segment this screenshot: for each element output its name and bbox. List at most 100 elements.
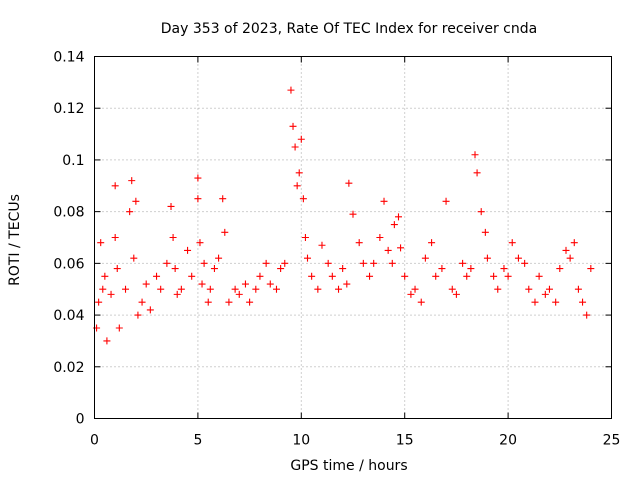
data-point: [281, 259, 289, 267]
data-point: [115, 324, 123, 332]
data-point: [221, 228, 229, 236]
data-point: [490, 272, 498, 280]
data-point: [231, 285, 239, 293]
data-point: [355, 239, 363, 247]
data-point: [219, 195, 227, 203]
data-point: [99, 285, 107, 293]
data-point: [196, 239, 204, 247]
data-point: [438, 265, 446, 273]
data-point: [541, 290, 549, 298]
data-point: [417, 298, 425, 306]
data-point: [514, 254, 522, 262]
data-points: [93, 86, 595, 345]
data-point: [349, 210, 357, 218]
data-point: [583, 311, 591, 319]
data-point: [122, 285, 130, 293]
data-point: [215, 254, 223, 262]
data-point: [432, 272, 440, 280]
y-tick-label: 0.14: [53, 50, 84, 66]
data-point: [299, 195, 307, 203]
data-point: [163, 259, 171, 267]
data-point: [225, 298, 233, 306]
data-point: [173, 290, 181, 298]
data-point: [448, 285, 456, 293]
grid-lines: [94, 56, 612, 419]
data-point: [293, 182, 301, 190]
plot-frame: [94, 56, 612, 419]
data-point: [428, 239, 436, 247]
chart-title: Day 353 of 2023, Rate Of TEC Index for r…: [161, 21, 537, 37]
data-point: [397, 244, 405, 252]
data-point: [494, 285, 502, 293]
data-point: [291, 143, 299, 151]
data-point: [126, 208, 134, 216]
data-point: [107, 290, 115, 298]
data-point: [130, 254, 138, 262]
data-point: [252, 285, 260, 293]
data-point: [545, 285, 553, 293]
data-point: [380, 197, 388, 205]
data-point: [177, 285, 185, 293]
data-point: [142, 280, 150, 288]
data-point: [241, 280, 249, 288]
data-point: [477, 208, 485, 216]
data-point: [343, 280, 351, 288]
data-point: [132, 197, 140, 205]
data-point: [295, 169, 303, 177]
data-point: [171, 265, 179, 273]
data-point: [531, 298, 539, 306]
data-point: [552, 298, 560, 306]
data-point: [111, 234, 119, 241]
data-point: [335, 285, 343, 293]
data-point: [134, 311, 142, 319]
data-point: [198, 280, 206, 288]
data-point: [246, 298, 254, 306]
axis-ticks: [94, 56, 612, 419]
data-point: [169, 234, 177, 241]
y-tick-label: 0.08: [53, 205, 84, 221]
data-point: [308, 272, 316, 280]
data-point: [442, 197, 450, 205]
y-tick-label: 0.02: [53, 360, 84, 376]
x-tick-label: 10: [292, 433, 310, 449]
data-point: [287, 86, 295, 94]
data-point: [157, 285, 165, 293]
data-point: [467, 265, 475, 273]
data-point: [200, 259, 208, 267]
data-point: [345, 179, 353, 187]
y-tick-labels: 0 0.02 0.04 0.06 0.08 0.1 0.12 0.14: [53, 50, 84, 428]
data-point: [411, 285, 419, 293]
data-point: [97, 239, 105, 247]
data-point: [452, 290, 460, 298]
data-point: [103, 337, 111, 345]
data-point: [153, 272, 161, 280]
x-tick-label: 25: [603, 433, 621, 449]
data-point: [297, 135, 305, 143]
x-tick-label: 0: [90, 433, 99, 449]
data-point: [301, 234, 309, 241]
data-point: [508, 239, 516, 247]
data-point: [500, 265, 508, 273]
data-point: [146, 306, 154, 314]
y-tick-label: 0.12: [53, 101, 84, 117]
data-point: [566, 254, 574, 262]
data-point: [587, 265, 595, 273]
data-point: [235, 290, 243, 298]
y-tick-label: 0.04: [53, 308, 84, 324]
x-tick-label: 15: [396, 433, 414, 449]
data-point: [481, 228, 489, 236]
data-point: [562, 246, 570, 254]
data-point: [579, 298, 587, 306]
data-point: [304, 254, 312, 262]
data-point: [463, 272, 471, 280]
x-tick-label: 5: [193, 433, 202, 449]
y-axis-label: ROTI / TECUs: [7, 194, 23, 286]
data-point: [366, 272, 374, 280]
data-point: [314, 285, 322, 293]
data-point: [167, 202, 175, 210]
data-point: [262, 259, 270, 267]
data-point: [95, 298, 103, 306]
data-point: [459, 259, 467, 267]
y-tick-label: 0.1: [62, 153, 84, 169]
data-point: [128, 177, 136, 185]
